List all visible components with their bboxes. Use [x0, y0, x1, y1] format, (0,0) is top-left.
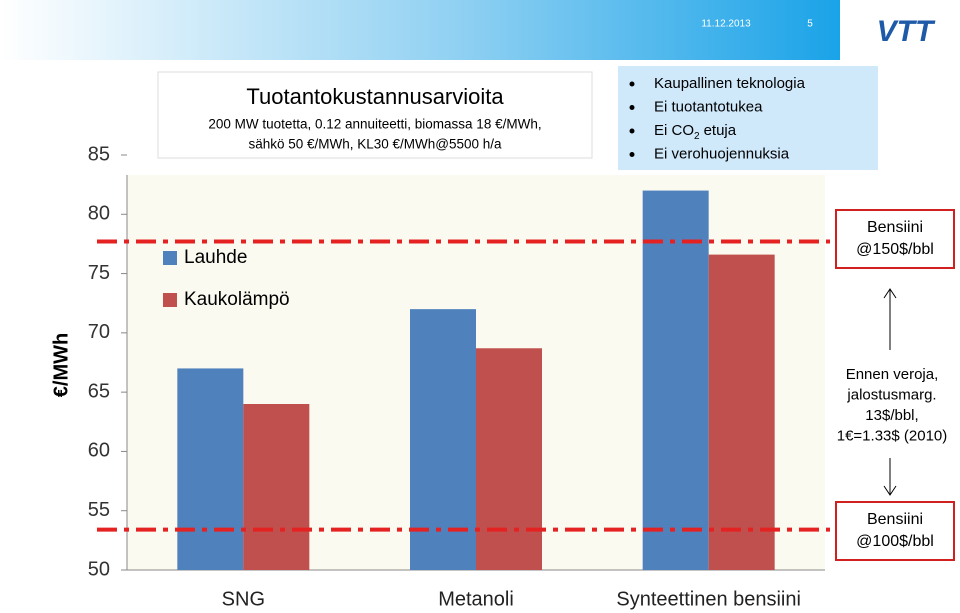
x-tick-label: Synteettinen bensiini — [616, 588, 801, 610]
y-axis-label: €/MWh — [50, 333, 72, 397]
y-tick-label: 65 — [88, 380, 110, 402]
reference-box — [835, 209, 955, 269]
bar — [708, 254, 775, 570]
note-text: Ennen veroja, — [846, 366, 939, 383]
date: 11.12.2013 — [701, 19, 751, 30]
subtitle-line: 200 MW tuotetta, 0.12 annuiteetti, bioma… — [208, 117, 541, 132]
bullet-dot — [629, 81, 635, 87]
title: Tuotantokustannusarvioita — [246, 84, 504, 109]
page-number: 5 — [807, 19, 813, 30]
note-text: 13$/bbl, — [865, 407, 918, 424]
header-band — [0, 0, 840, 60]
arrow-head — [883, 288, 897, 299]
bullet-text: Kaupallinen teknologia — [654, 75, 806, 92]
arrow-head — [883, 485, 897, 496]
logo: VTT — [877, 15, 936, 48]
reference-label: Bensiini — [867, 511, 923, 528]
legend-swatch — [163, 251, 177, 265]
y-tick-label: 70 — [88, 321, 110, 343]
bullet-text: Ei CO2 etuja — [654, 122, 737, 142]
bullet-text-part: Ei verohuojennuksia — [654, 145, 790, 162]
bullet-dot — [629, 105, 635, 110]
legend-label: Kaukolämpö — [184, 289, 290, 310]
y-tick-label: 50 — [88, 558, 110, 580]
y-tick-label: 75 — [88, 262, 110, 284]
bar — [476, 348, 542, 570]
bar — [177, 368, 244, 570]
x-tick-label: SNG — [222, 588, 265, 610]
reference-label: @100$/bbl — [856, 533, 934, 550]
y-tick-label: 80 — [88, 203, 110, 225]
legend-label: Lauhde — [184, 247, 247, 268]
logo-area — [840, 0, 960, 60]
reference-box — [835, 501, 955, 561]
y-tick-label: 55 — [88, 499, 110, 521]
x-tick-label: Metanoli — [438, 588, 514, 610]
bullet-text-part: Ei CO — [654, 122, 694, 139]
reference-label: @150$/bbl — [856, 241, 934, 258]
bullet-text: Ei tuotantotukea — [654, 98, 763, 115]
subscript: 2 — [694, 131, 700, 142]
bar — [642, 190, 709, 571]
bullet-box — [618, 66, 878, 170]
bullet-text: Ei verohuojennuksia — [654, 145, 790, 162]
y-tick-label: 60 — [88, 440, 110, 462]
bullet-text-part: Kaupallinen teknologia — [654, 75, 806, 92]
y-tick-label: 85 — [88, 143, 110, 165]
note-text: jalostusmarg. — [846, 386, 936, 403]
subtitle-line: sähkö 50 €/MWh, KL30 €/MWh@5500 h/a — [248, 137, 502, 152]
note-text: 1€=1.33$ (2010) — [837, 427, 948, 444]
bullet-dot — [629, 152, 635, 157]
title-box — [157, 71, 593, 159]
bar — [410, 309, 476, 570]
bar — [243, 404, 310, 570]
bullet-dot — [629, 128, 635, 134]
bullet-text-part: Ei tuotantotukea — [654, 98, 763, 115]
legend-swatch — [163, 293, 177, 307]
reference-label: Bensiini — [867, 219, 923, 236]
bullet-text-part: etuja — [704, 122, 737, 139]
